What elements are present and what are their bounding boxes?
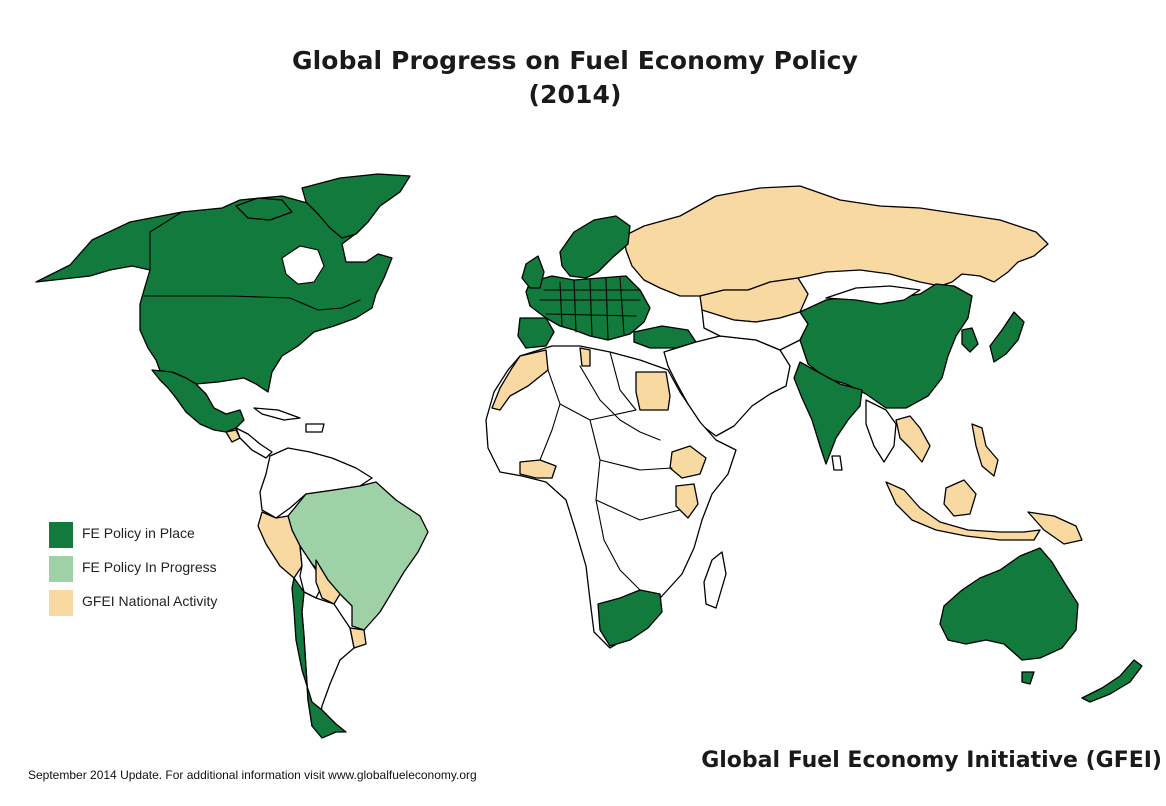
region-southeast-asia — [865, 399, 897, 463]
region-north-america — [35, 195, 393, 393]
hudson-bay — [281, 245, 325, 285]
border-alaska — [149, 211, 183, 271]
region-arctic-islands — [235, 197, 293, 221]
eurasia — [517, 185, 1049, 471]
africa — [485, 345, 737, 649]
footer-note: September 2014 Update. For additional in… — [28, 768, 477, 782]
region-greenland — [301, 173, 411, 239]
map-title: Global Progress on Fuel Economy Policy (… — [0, 44, 1150, 112]
legend-item-national-activity: GFEI National Activity — [49, 590, 309, 616]
region-central-america — [235, 427, 273, 459]
region-new-zealand — [1081, 659, 1143, 703]
region-india — [793, 361, 863, 465]
region-russia — [623, 185, 1049, 297]
legend-label: FE Policy in Place — [82, 525, 195, 541]
region-indonesia — [885, 481, 1041, 541]
borders-europe — [539, 277, 641, 341]
region-hispaniola — [305, 423, 325, 433]
north-america — [35, 173, 411, 459]
region-tasmania — [1021, 671, 1035, 685]
region-tunisia — [579, 347, 591, 367]
region-madagascar — [703, 551, 727, 609]
south-america — [257, 447, 429, 739]
region-europe — [525, 275, 651, 341]
region-thailand-vietnam — [895, 415, 931, 463]
region-scandinavia — [559, 215, 631, 279]
region-japan — [989, 311, 1025, 363]
region-south-africa — [597, 589, 663, 647]
footer-organization: Global Fuel Economy Initiative (GFEI) — [701, 748, 1162, 773]
region-morocco — [491, 349, 549, 411]
region-new-guinea — [1027, 511, 1083, 545]
legend-label: FE Policy In Progress — [82, 559, 217, 575]
region-iberia — [517, 317, 555, 349]
region-borneo — [943, 479, 977, 517]
legend-label: GFEI National Activity — [82, 593, 218, 609]
legend-swatch — [49, 522, 73, 548]
legend-swatch — [49, 556, 73, 582]
legend-swatch — [49, 590, 73, 616]
region-kenya — [675, 483, 699, 519]
title-line-1: Global Progress on Fuel Economy Policy — [292, 46, 858, 75]
region-sri-lanka — [831, 455, 843, 471]
region-cuba — [253, 407, 301, 421]
title-line-2: (2014) — [528, 80, 622, 109]
legend-item-in-place: FE Policy in Place — [49, 522, 309, 548]
region-mexico — [151, 369, 245, 433]
region-mongolia — [825, 285, 921, 305]
region-egypt — [635, 371, 671, 411]
region-philippines — [971, 423, 999, 477]
region-chile — [291, 577, 347, 739]
region-australia — [939, 547, 1079, 661]
region-korea — [961, 327, 979, 353]
borders-africa — [539, 351, 681, 591]
border-canada-usa — [143, 295, 361, 311]
legend-item-in-progress: FE Policy In Progress — [49, 556, 309, 582]
region-uk-ireland — [521, 255, 545, 289]
oceania — [885, 423, 1143, 703]
